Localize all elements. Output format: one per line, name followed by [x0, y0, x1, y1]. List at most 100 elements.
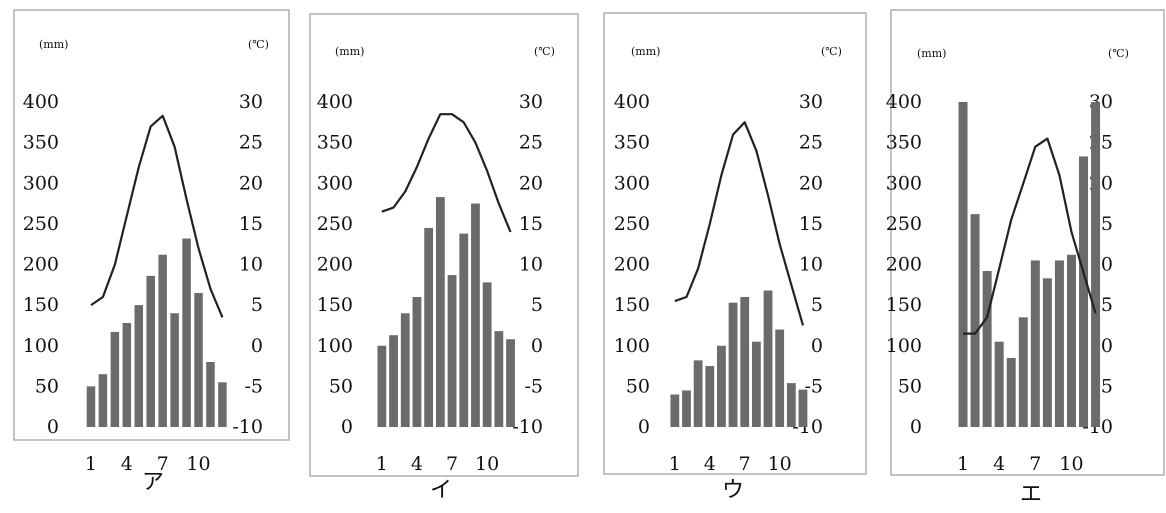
- chart-a-left-tick-100: 100: [23, 335, 59, 357]
- chart-i-x-tick-4: 4: [411, 453, 423, 475]
- chart-i-x-tick-7: 7: [446, 453, 458, 475]
- chart-e-left-tick-250: 250: [886, 213, 922, 235]
- chart-u-x-tick-1: 1: [669, 453, 681, 475]
- chart-u-right-tick-25: 25: [799, 132, 823, 154]
- chart-u-bar-month-2: [682, 390, 691, 427]
- chart-i-caption: イ: [429, 478, 453, 503]
- chart-i-right-tick-20: 20: [519, 172, 543, 194]
- chart-a-bar-month-10: [194, 292, 203, 427]
- chart-a-bar-month-12: [218, 382, 227, 427]
- chart-a-right-tick-30: 30: [239, 91, 263, 113]
- chart-e-left-tick-200: 200: [886, 254, 922, 276]
- chart-a-left-tick-150: 150: [23, 294, 59, 316]
- chart-a-left-tick-300: 300: [23, 172, 59, 194]
- chart-e-x-tick-10: 10: [1059, 453, 1083, 475]
- chart-u-svg: (mm) (℃)400350300250200150100500302520151…: [603, 12, 867, 475]
- chart-a-frame: [13, 9, 290, 441]
- chart-i-left-tick-250: 250: [317, 213, 353, 235]
- chart-a-right-tick-10: 10: [239, 254, 263, 276]
- chart-a-right-tick-5: 5: [251, 294, 263, 316]
- chart-e-x-tick-1: 1: [957, 453, 969, 475]
- chart-e-bar-month-8: [1042, 278, 1052, 427]
- chart-a-x-tick-10: 10: [186, 453, 210, 475]
- chart-u-bar-month-12: [798, 389, 808, 427]
- chart-i-left-tick-400: 400: [317, 91, 353, 113]
- chart-e-bar-month-11: [1079, 156, 1089, 427]
- chart-e-left-tick-400: 400: [886, 91, 922, 113]
- chart-a-bar-month-11: [206, 362, 215, 427]
- chart-u-x-tick-10: 10: [768, 453, 792, 475]
- chart-a-left-tick-400: 400: [23, 91, 59, 113]
- chart-u-bar-month-3: [693, 360, 703, 427]
- chart-i-left-tick-50: 50: [329, 375, 353, 397]
- chart-e-left-tick-350: 350: [886, 132, 922, 154]
- chart-u-caption: ウ: [721, 478, 745, 503]
- chart-i-bar-month-3: [400, 313, 410, 427]
- chart-e-right-tick-0: 0: [1101, 335, 1113, 357]
- chart-a-left-tick-200: 200: [23, 254, 59, 276]
- chart-e-temperature-line: [963, 137, 1097, 335]
- chart-a-x-tick-4: 4: [121, 453, 133, 475]
- chart-i-right-tick-30: 30: [519, 91, 543, 113]
- chart-i-left-unit: (mm): [335, 45, 364, 58]
- chart-a-right-unit: (℃): [248, 38, 269, 51]
- chart-i-bar-month-6: [435, 197, 445, 427]
- chart-u-bar-month-5: [717, 345, 726, 427]
- chart-i-right-tick--5: -5: [524, 375, 543, 397]
- chart-i-left-tick-150: 150: [317, 294, 353, 316]
- chart-a-right-tick--10: -10: [232, 416, 263, 438]
- chart-u-right-tick-15: 15: [799, 213, 823, 235]
- chart-i-bar-month-10: [482, 282, 492, 427]
- chart-i-temperature-line: [381, 113, 512, 233]
- chart-i-frame: [309, 13, 579, 477]
- chart-i-left-tick-200: 200: [317, 254, 353, 276]
- chart-i-bar-month-7: [447, 275, 457, 427]
- chart-e-svg: (mm) (℃)400350300250200150100500302520151…: [886, 9, 1165, 476]
- chart-u-right-tick--10: -10: [792, 416, 823, 438]
- chart-i-right-tick-15: 15: [519, 213, 543, 235]
- chart-i-bar-month-2: [389, 335, 398, 427]
- chart-i-left-tick-350: 350: [317, 132, 353, 154]
- chart-i-left-tick-100: 100: [317, 335, 353, 357]
- chart-e-right-tick-5: 5: [1101, 294, 1113, 316]
- chart-u-bar-month-7: [740, 297, 750, 427]
- chart-u-bar-month-8: [751, 341, 761, 427]
- chart-u-bar-month-1: [670, 394, 680, 427]
- chart-e-left-tick-0: 0: [910, 416, 922, 438]
- chart-u-right-tick--5: -5: [804, 375, 823, 397]
- chart-i-x-tick-10: 10: [475, 453, 499, 475]
- chart-e-x-tick-4: 4: [993, 453, 1005, 475]
- chart-a-right-tick-0: 0: [251, 335, 263, 357]
- chart-a-right-tick--5: -5: [244, 375, 263, 397]
- chart-u-temperature-line: [674, 121, 805, 326]
- chart-i-bar-month-1: [377, 345, 387, 427]
- chart-u-left-tick-400: 400: [614, 91, 650, 113]
- chart-a-svg: (mm) (℃)400350300250200150100500302520151…: [13, 9, 290, 475]
- chart-u-x-tick-7: 7: [739, 453, 751, 475]
- chart-i-bar-month-4: [412, 297, 422, 427]
- chart-u-right-tick-10: 10: [799, 254, 823, 276]
- chart-i-bar-month-11: [494, 331, 504, 427]
- chart-i-bar-month-5: [424, 227, 434, 427]
- chart-u-bar-month-9: [763, 290, 773, 427]
- chart-e-bar-month-3: [982, 271, 992, 427]
- chart-a-left-tick-350: 350: [23, 132, 59, 154]
- chart-a-x-tick-7: 7: [157, 453, 169, 475]
- chart-i-right-tick-5: 5: [531, 294, 543, 316]
- chart-e-left-tick-150: 150: [886, 294, 922, 316]
- chart-e-bar-month-12: [1091, 102, 1101, 427]
- chart-i-bar-month-9: [471, 203, 480, 427]
- chart-e-bar-month-4: [994, 341, 1004, 427]
- chart-a-bar-month-4: [122, 323, 132, 427]
- chart-i-right-tick-25: 25: [519, 132, 543, 154]
- chart-u-left-tick-300: 300: [614, 172, 650, 194]
- chart-a-bar-month-3: [110, 331, 120, 427]
- chart-u-bar-month-11: [786, 383, 796, 427]
- chart-a-x-tick-1: 1: [85, 453, 97, 475]
- chart-e-caption: エ: [1019, 482, 1043, 507]
- chart-a-left-unit: (mm): [39, 38, 68, 51]
- chart-i-x-tick-1: 1: [376, 453, 388, 475]
- chart-e-bar-month-2: [970, 214, 980, 427]
- chart-e-bar-month-9: [1054, 260, 1064, 427]
- chart-u-left-tick-350: 350: [614, 132, 650, 154]
